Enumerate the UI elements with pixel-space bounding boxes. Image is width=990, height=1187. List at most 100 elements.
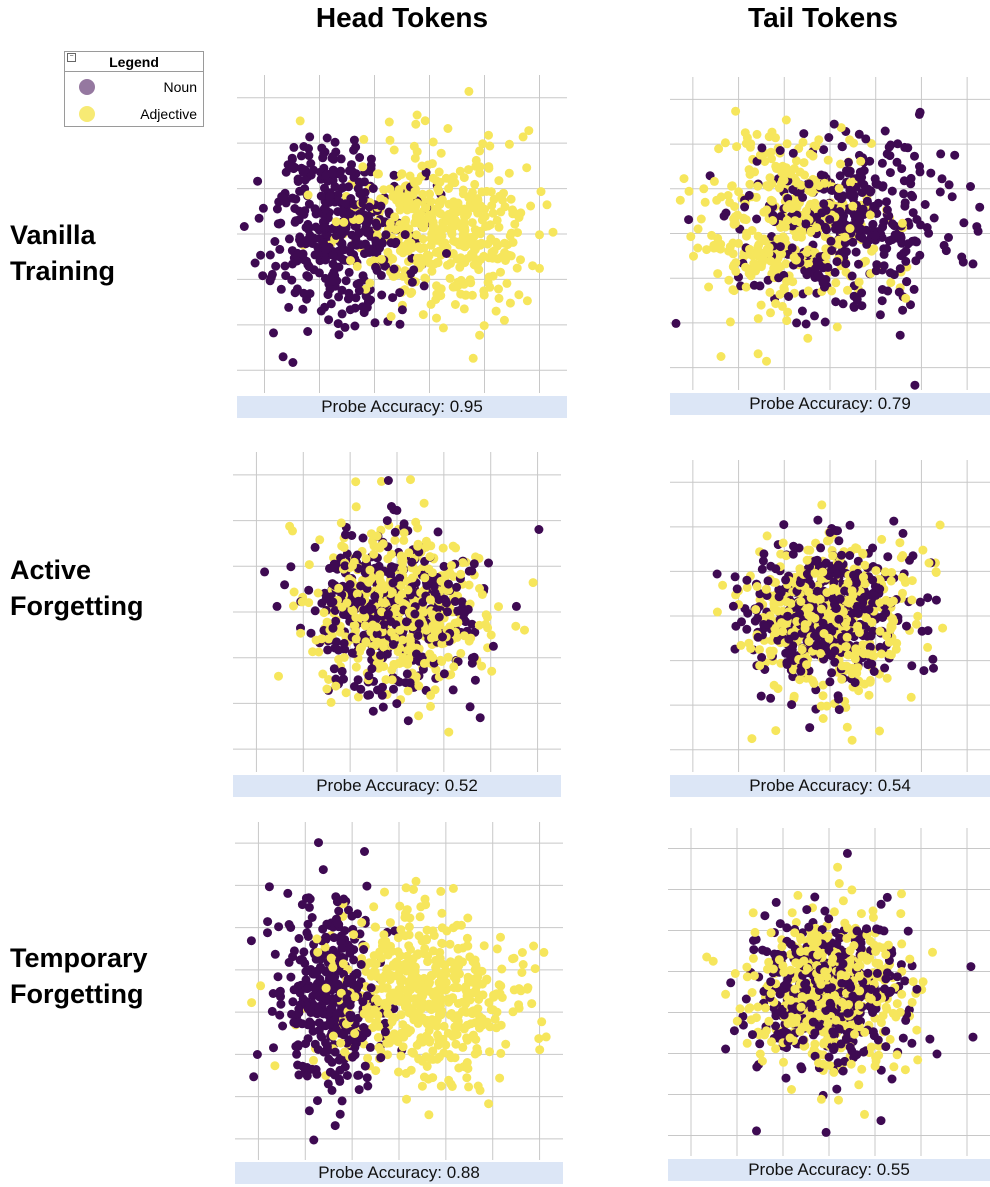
scatter-plot-temporary-head [235, 822, 563, 1160]
adjective-point [522, 296, 532, 306]
noun-point [883, 552, 893, 562]
adjective-point [913, 611, 923, 621]
noun-point [269, 1043, 278, 1053]
adjective-point [492, 215, 502, 225]
noun-point [362, 991, 372, 1001]
adjective-point [841, 642, 851, 652]
noun-point [901, 256, 911, 266]
noun-point [795, 578, 805, 588]
adjective-point [898, 588, 907, 598]
adjective-point [882, 673, 892, 683]
noun-point [835, 171, 845, 181]
adjective-point [427, 266, 437, 276]
noun-point [869, 667, 879, 676]
noun-point [304, 151, 314, 161]
adjective-point [491, 306, 501, 316]
adjective-point [419, 1072, 429, 1082]
adjective-point [361, 637, 371, 647]
noun-point [813, 257, 823, 266]
adjective-point [444, 1075, 454, 1085]
adjective-point [496, 207, 506, 217]
noun-point [337, 309, 347, 319]
noun-point [870, 230, 880, 240]
adjective-point [363, 1053, 373, 1063]
adjective-point [828, 551, 838, 561]
adjective-point [859, 572, 868, 582]
noun-point [339, 610, 348, 619]
adjective-point [935, 520, 945, 530]
noun-point [758, 556, 768, 566]
adjective-point [427, 633, 436, 643]
adjective-point [745, 179, 755, 189]
adjective-point [437, 639, 447, 649]
adjective-point [399, 528, 409, 538]
adjective-point [470, 955, 480, 965]
adjective-point [436, 148, 446, 158]
noun-point [853, 556, 863, 566]
adjective-point [846, 1020, 856, 1030]
adjective-point [443, 652, 453, 662]
noun-point [357, 1033, 367, 1043]
noun-point [822, 225, 831, 235]
noun-point [801, 319, 811, 329]
noun-point [975, 202, 985, 212]
adjective-point [845, 224, 855, 233]
adjective-point [818, 691, 828, 701]
noun-point [289, 946, 299, 956]
adjective-point [747, 226, 757, 235]
noun-point [337, 1096, 347, 1106]
noun-point [307, 1019, 316, 1029]
noun-point [439, 561, 449, 571]
adjective-point [369, 549, 379, 559]
noun-point [788, 185, 798, 195]
adjective-point [771, 726, 781, 736]
adjective-point [752, 129, 762, 139]
noun-point [469, 559, 479, 569]
adjective-point [426, 970, 436, 980]
noun-point [756, 691, 766, 701]
adjective-point [494, 284, 503, 294]
adjective-point [484, 162, 494, 172]
noun-point [908, 208, 918, 218]
adjective-point [529, 941, 539, 951]
adjective-point [518, 132, 528, 142]
adjective-point [351, 662, 361, 672]
adjective-point [459, 304, 469, 314]
adjective-point [420, 273, 430, 283]
noun-point [742, 624, 752, 634]
noun-point [926, 168, 936, 178]
adjective-point [876, 649, 886, 659]
adjective-point [438, 543, 448, 553]
adjective-point [748, 953, 758, 963]
noun-point [837, 550, 846, 560]
legend: − Legend Noun Adjective [64, 51, 204, 127]
adjective-point [475, 146, 485, 156]
noun-point [788, 148, 798, 158]
noun-point [354, 980, 364, 990]
adjective-point [781, 115, 791, 125]
noun-point [276, 999, 286, 1009]
noun-point [885, 268, 895, 278]
adjective-point [463, 1064, 473, 1074]
adjective-point [860, 560, 870, 570]
adjective-point [487, 666, 497, 676]
adjective-point [751, 605, 761, 614]
adjective-point [456, 220, 466, 230]
adjective-point [834, 183, 844, 193]
noun-point [783, 611, 793, 621]
noun-point [281, 271, 291, 281]
adjective-point [466, 1019, 476, 1029]
adjective-point [458, 558, 468, 568]
adjective-point [376, 476, 386, 486]
adjective-point [517, 968, 527, 977]
adjective-point [417, 1013, 427, 1023]
adjective-point [454, 1063, 464, 1073]
noun-point [350, 682, 359, 691]
adjective-point [426, 690, 436, 700]
noun-point [832, 257, 842, 267]
noun-point [857, 188, 867, 197]
probe-accuracy-active-tail: Probe Accuracy: 0.54 [670, 775, 990, 797]
legend-collapse-icon[interactable]: − [67, 53, 76, 62]
adjective-point [842, 722, 852, 732]
adjective-point [436, 576, 446, 586]
